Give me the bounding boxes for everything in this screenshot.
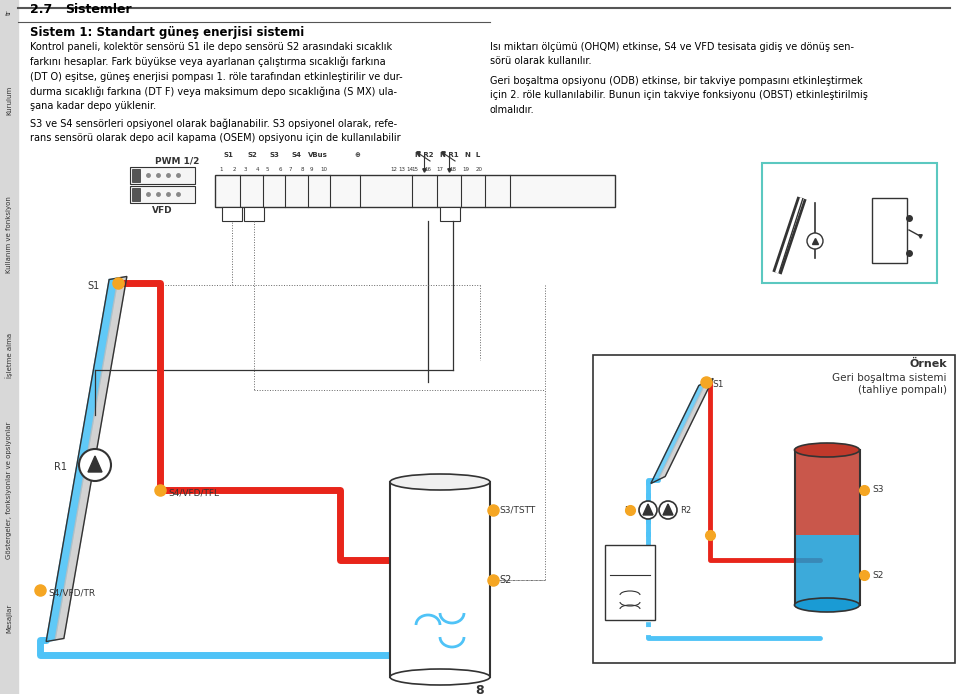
- Ellipse shape: [795, 598, 859, 612]
- Text: N  L: N L: [466, 152, 481, 158]
- Bar: [795, 450, 860, 535]
- Polygon shape: [658, 378, 713, 480]
- Ellipse shape: [795, 443, 859, 457]
- Text: Kullanım ve fonksiyon: Kullanım ve fonksiyon: [6, 196, 12, 273]
- Text: N R2: N R2: [415, 152, 433, 158]
- Text: S2: S2: [499, 575, 512, 585]
- Text: S1: S1: [87, 281, 100, 291]
- Text: S4/VFD/TFL: S4/VFD/TFL: [168, 488, 219, 497]
- Text: 20: 20: [475, 167, 483, 171]
- Text: 10: 10: [321, 167, 327, 171]
- Bar: [440, 207, 460, 221]
- Text: 8: 8: [300, 167, 303, 171]
- Text: İşletme alma: İşletme alma: [5, 332, 12, 378]
- Text: Isı miktarı ölçümü (OHQM) etkinse, S4 ve VFD tesisata gidiş ve dönüş sen-
sörü o: Isı miktarı ölçümü (OHQM) etkinse, S4 ve…: [490, 42, 854, 67]
- Text: 7: 7: [288, 167, 292, 171]
- Text: Mesajlar: Mesajlar: [6, 603, 12, 633]
- Text: 3: 3: [243, 167, 247, 171]
- Text: S1: S1: [712, 380, 724, 389]
- Circle shape: [807, 233, 823, 249]
- Bar: [130, 186, 195, 203]
- Text: 15: 15: [412, 167, 419, 171]
- Text: S4/VFD/TR: S4/VFD/TR: [48, 588, 95, 597]
- Circle shape: [639, 501, 657, 519]
- Bar: [605, 545, 655, 620]
- Bar: [795, 450, 860, 605]
- Text: S2: S2: [872, 570, 883, 579]
- Bar: [593, 355, 955, 663]
- Ellipse shape: [390, 669, 490, 685]
- Text: S2: S2: [247, 152, 257, 158]
- Polygon shape: [55, 276, 127, 640]
- Text: R2: R2: [680, 506, 691, 515]
- Text: VBus: VBus: [308, 152, 328, 158]
- Text: S1: S1: [223, 152, 233, 158]
- Text: S4: S4: [292, 152, 302, 158]
- Text: 13: 13: [398, 167, 405, 171]
- Text: PWM 1/2: PWM 1/2: [155, 156, 200, 165]
- Text: R1: R1: [54, 462, 67, 472]
- Bar: [130, 167, 195, 184]
- Text: 1: 1: [219, 167, 223, 171]
- Bar: [132, 169, 140, 182]
- Bar: [872, 198, 907, 263]
- Text: 16: 16: [424, 167, 431, 171]
- Polygon shape: [643, 504, 653, 515]
- Bar: [390, 482, 490, 677]
- Text: 8: 8: [476, 684, 484, 694]
- Bar: [762, 163, 937, 283]
- Text: S3/TSTT: S3/TSTT: [499, 505, 536, 514]
- Circle shape: [659, 501, 677, 519]
- Text: Örnek: Örnek: [909, 359, 947, 369]
- Text: R1: R1: [624, 506, 635, 515]
- Text: 5: 5: [265, 167, 269, 171]
- Bar: [215, 175, 615, 207]
- Text: 19: 19: [463, 167, 469, 171]
- Text: tr: tr: [6, 9, 12, 15]
- Text: (tahliye pompalı): (tahliye pompalı): [858, 385, 947, 395]
- Text: 2: 2: [232, 167, 236, 171]
- Text: Geri boşaltma opsiyonu (ODB) etkinse, bir takviye pompasını etkinleştirmek
için : Geri boşaltma opsiyonu (ODB) etkinse, bi…: [490, 76, 868, 115]
- Text: Geri boşaltma sistemi: Geri boşaltma sistemi: [832, 373, 947, 383]
- Text: Sistemler: Sistemler: [65, 3, 132, 16]
- Bar: [222, 207, 242, 221]
- Text: S3: S3: [872, 486, 883, 495]
- Text: VFD: VFD: [152, 206, 172, 215]
- Circle shape: [79, 449, 111, 481]
- Text: 4: 4: [255, 167, 259, 171]
- Text: S3: S3: [269, 152, 279, 158]
- Text: S3 ve S4 sensörleri opsiyonel olarak bağlanabilir. S3 opsiyonel olarak, refe-
ra: S3 ve S4 sensörleri opsiyonel olarak bağ…: [30, 118, 400, 143]
- Bar: [132, 188, 140, 201]
- Bar: [795, 535, 860, 605]
- Bar: [0, 0, 18, 694]
- Polygon shape: [88, 456, 102, 472]
- Text: Kontrol paneli, kolektör sensörü S1 ile depo sensörü S2 arasındaki sıcaklık
fark: Kontrol paneli, kolektör sensörü S1 ile …: [30, 42, 402, 111]
- Text: Sistem 1: Standart güneş enerjisi sistemi: Sistem 1: Standart güneş enerjisi sistem…: [30, 26, 304, 39]
- Text: 14: 14: [406, 167, 414, 171]
- Text: Kurulum: Kurulum: [6, 85, 12, 115]
- Text: 18: 18: [449, 167, 457, 171]
- Text: 12: 12: [391, 167, 397, 171]
- Polygon shape: [46, 278, 118, 641]
- Text: N R1: N R1: [440, 152, 458, 158]
- Polygon shape: [651, 382, 706, 484]
- Text: ⊕: ⊕: [354, 152, 360, 158]
- Text: 2.7: 2.7: [30, 3, 52, 16]
- Ellipse shape: [390, 474, 490, 490]
- Text: 17: 17: [437, 167, 444, 171]
- Bar: [244, 207, 264, 221]
- Polygon shape: [663, 504, 673, 515]
- Text: Göstergeler, fonksiyonlar ve opsiyonlar: Göstergeler, fonksiyonlar ve opsiyonlar: [6, 421, 12, 559]
- Text: 6: 6: [278, 167, 281, 171]
- Text: 9: 9: [309, 167, 313, 171]
